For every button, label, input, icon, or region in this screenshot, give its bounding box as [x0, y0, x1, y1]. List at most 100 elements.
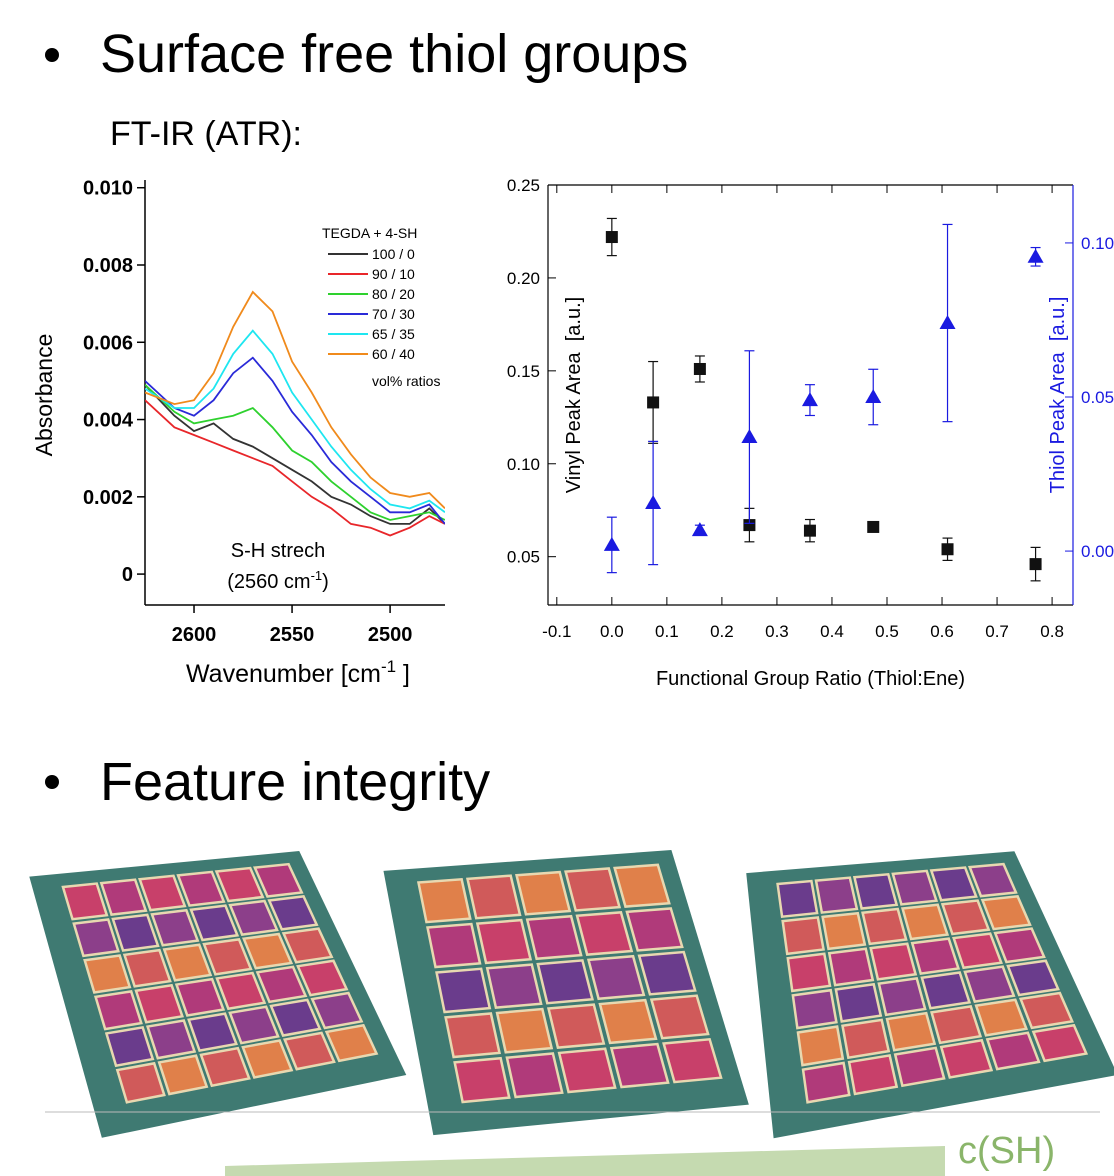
- x-tick-label: 2600: [172, 624, 217, 646]
- surface-cell: [310, 991, 364, 1030]
- bullet-heading: Surface free thiol groups: [100, 24, 688, 84]
- y-tick-label: 0.010: [83, 178, 133, 200]
- surface-cell: [929, 866, 978, 902]
- surface-cell: [1018, 991, 1075, 1030]
- y2-axis-title: Thiol Peak Area [a.u.]: [1047, 297, 1069, 494]
- surface-cell: [99, 878, 148, 917]
- surface-cell: [426, 922, 482, 969]
- surface-cell: [536, 959, 595, 1005]
- surface-cell: [869, 942, 918, 981]
- x-axis-title: Wavenumber [cm-1 ]: [186, 657, 410, 688]
- surface-cell: [940, 899, 991, 936]
- gradient-wedge: [225, 1146, 945, 1176]
- surface-cell: [801, 1061, 851, 1104]
- y-tick-label: 0.002: [83, 487, 133, 509]
- gradient-label: c(SH): [958, 1130, 1055, 1172]
- surface-cell: [515, 870, 572, 916]
- x-tick-label: 0.0: [600, 622, 624, 641]
- surface-cell: [324, 1023, 379, 1063]
- x-tick-label: 0.1: [655, 622, 679, 641]
- bullet-dot: [45, 775, 59, 789]
- surface-cell: [241, 1039, 294, 1079]
- surface-cell: [228, 1005, 280, 1045]
- x-tick-label: 0.8: [1040, 622, 1064, 641]
- x-title-part: ]: [396, 660, 410, 688]
- x-tick-label: 0.7: [985, 622, 1009, 641]
- surface-cell: [613, 863, 671, 908]
- surface-cell: [485, 963, 543, 1009]
- surface-cell: [910, 937, 961, 975]
- surface-cell: [435, 967, 492, 1014]
- data-point: [647, 396, 660, 409]
- surface-cell: [255, 965, 308, 1004]
- data-point: [939, 315, 956, 330]
- surface-cell: [176, 870, 226, 907]
- surface-cell: [985, 1031, 1041, 1071]
- x-tick-label: -0.1: [542, 622, 571, 641]
- surface-cell: [586, 954, 646, 1001]
- surface-cell: [564, 867, 622, 912]
- surface-cell: [189, 904, 240, 942]
- surface-cell: [900, 903, 950, 941]
- legend-label: 100 / 0: [372, 246, 415, 262]
- surface-cell: [893, 1046, 946, 1088]
- legend-label: 60 / 40: [372, 346, 415, 362]
- surface-cell: [241, 932, 294, 970]
- x-axis-title: Functional Group Ratio (Thiol:Ene): [656, 668, 965, 690]
- data-point: [691, 522, 708, 537]
- surface-cell: [93, 990, 143, 1031]
- surface-cell: [145, 1019, 197, 1060]
- surface-cell: [444, 1012, 502, 1059]
- spectrum-line: [145, 329, 445, 514]
- annotation-part: (2560 cm: [227, 571, 310, 593]
- surface-cell: [104, 1025, 155, 1068]
- surface-cell: [296, 959, 349, 997]
- surface-cell: [891, 869, 939, 906]
- surface-cell: [776, 879, 819, 919]
- annotation: S-H strech: [231, 540, 325, 562]
- data-point: [803, 524, 816, 537]
- surface-cell: [202, 937, 253, 976]
- y2-tick-label: 0.05: [1081, 388, 1114, 407]
- surface-cell: [993, 927, 1046, 964]
- x-tick-label: 0.2: [710, 622, 734, 641]
- surface-cell: [649, 994, 710, 1040]
- surface-cell: [796, 1025, 845, 1067]
- surface-cell: [252, 862, 304, 898]
- data-point: [1029, 558, 1042, 571]
- surface-cell: [637, 950, 697, 996]
- surface-cell: [980, 895, 1032, 931]
- y2-tick-label: 0.00: [1081, 542, 1114, 561]
- surface-cell: [137, 874, 187, 912]
- surface-cell: [150, 908, 200, 947]
- surface-cell: [495, 1007, 554, 1054]
- surface-cell: [967, 862, 1018, 898]
- data-point: [801, 392, 818, 407]
- data-point: [941, 543, 954, 556]
- surface-cell: [72, 918, 120, 958]
- surface-cell: [134, 983, 185, 1024]
- y-tick-label: 0.004: [83, 410, 134, 432]
- surface-cell: [814, 876, 859, 914]
- surface-cell: [157, 1054, 209, 1096]
- legend-label: 90 / 10: [372, 266, 415, 282]
- spectrum-line: [145, 356, 445, 525]
- surface-cell: [852, 872, 899, 910]
- y-tick-label: 0.10: [507, 455, 540, 474]
- spectrum-line: [145, 384, 445, 525]
- surface-cell: [827, 947, 875, 987]
- surface-cell: [877, 977, 927, 1017]
- data-point: [1027, 248, 1044, 263]
- data-point: [865, 389, 882, 404]
- y-tick-label: 0.25: [507, 176, 540, 195]
- surface-cell: [83, 954, 132, 994]
- subtitle: FT-IR (ATR):: [110, 115, 302, 153]
- surface-cell: [453, 1056, 511, 1104]
- surface-cell: [111, 913, 160, 952]
- legend-label: 70 / 30: [372, 306, 415, 322]
- surface-cell: [215, 971, 267, 1011]
- x-tick-label: 0.3: [765, 622, 789, 641]
- surface-cell: [475, 918, 533, 965]
- surface-cell: [834, 982, 883, 1023]
